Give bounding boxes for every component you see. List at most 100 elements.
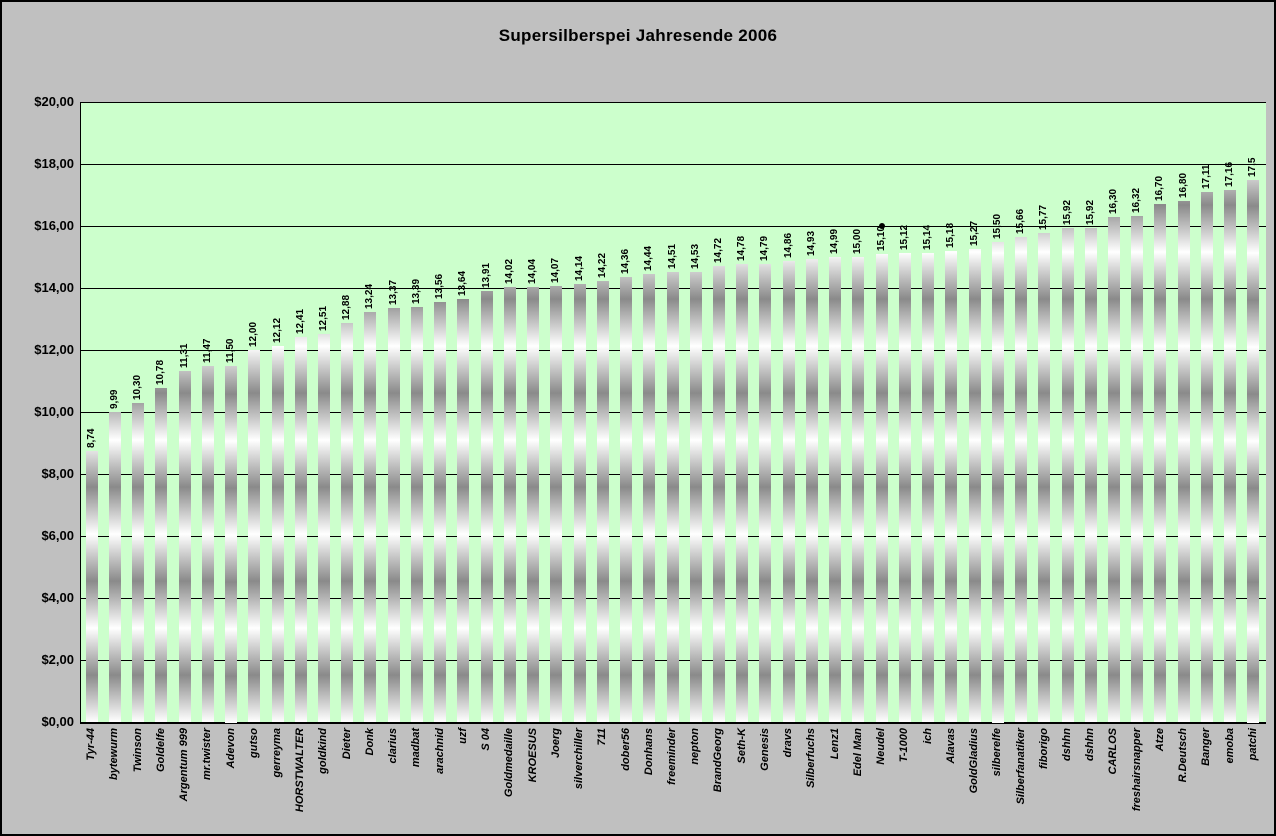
- bar-value-label: 13,91: [481, 262, 492, 288]
- bar-value-label: 14,86: [783, 232, 794, 258]
- bar-value-label: 15,50: [992, 213, 1003, 239]
- category-label: dshhn: [1061, 728, 1073, 761]
- bar: [945, 251, 957, 722]
- bar-value-label: 11,31: [179, 343, 190, 368]
- bar: [713, 266, 725, 722]
- category-label: arachnid: [434, 728, 446, 774]
- category-label: Atze: [1154, 728, 1166, 752]
- category-label: R.Deutsch: [1177, 728, 1189, 783]
- bar: [922, 253, 934, 722]
- bar: [550, 286, 562, 722]
- bar: [736, 264, 748, 722]
- bar-value-label: 15,00: [852, 228, 863, 254]
- bar-value-label: 14,14: [574, 255, 585, 281]
- bar: [643, 274, 655, 722]
- bar: [86, 451, 98, 722]
- bar: [481, 291, 493, 722]
- category-label: Silberfuchs: [805, 728, 817, 788]
- y-axis-label: $4,00: [41, 590, 74, 605]
- bar-value-label: 14,93: [806, 230, 817, 256]
- bar-value-label: 15,14: [922, 224, 933, 250]
- bar: [876, 254, 888, 722]
- category-label: mr.twister: [201, 728, 213, 780]
- bar-value-label: 17,11: [1201, 164, 1212, 189]
- category-label: gutso: [248, 728, 260, 758]
- category-label: BrandGeorg: [712, 728, 724, 793]
- bar-value-label: 10,78: [155, 359, 166, 385]
- category-label: goldkind: [317, 728, 329, 774]
- category-label: freshairsnapper: [1131, 728, 1143, 812]
- bar: [179, 371, 191, 722]
- bar: [992, 242, 1004, 723]
- bar: [852, 257, 864, 722]
- bar: [295, 337, 307, 722]
- bar-value-label: 16,80: [1178, 172, 1189, 198]
- bar: [1224, 190, 1236, 722]
- bar-value-label: 13,37: [388, 279, 399, 305]
- bar: [388, 308, 400, 722]
- bar-value-label: 14,78: [736, 235, 747, 261]
- category-label: ich: [922, 728, 934, 744]
- bar: [1038, 233, 1050, 722]
- bar-value-label: 12,41: [295, 308, 306, 334]
- category-label: KROESUS: [527, 728, 539, 783]
- bar: [248, 350, 260, 722]
- bar: [1247, 180, 1259, 723]
- bar: [1085, 228, 1097, 722]
- bar-value-label: 14,51: [667, 243, 678, 269]
- gridline: [81, 226, 1266, 227]
- category-label: uzf: [457, 728, 469, 744]
- bar-value-label: 12,88: [341, 294, 352, 320]
- bar-value-label: 14,36: [620, 248, 631, 274]
- y-axis-label: $2,00: [41, 652, 74, 667]
- y-axis-label: $18,00: [34, 156, 74, 171]
- category-label: S 04: [480, 728, 492, 751]
- category-label: clarius: [387, 728, 399, 764]
- bar-value-label: 11,47: [202, 338, 213, 363]
- category-label: T-1000: [898, 728, 910, 763]
- bar-value-label: 12,12: [272, 317, 283, 343]
- bar: [272, 346, 284, 722]
- bar-value-label: 14,44: [643, 245, 654, 271]
- category-label: silverchiller: [573, 728, 585, 790]
- bar-value-label: 14,72: [713, 237, 724, 263]
- bar-value-label: 10,30: [132, 374, 143, 400]
- bar-value-label: 13,39: [411, 278, 422, 304]
- category-label: fiborigo: [1038, 728, 1050, 769]
- bar: [759, 264, 771, 722]
- category-label: Adevon: [225, 728, 237, 769]
- category-label: Banger: [1200, 728, 1212, 766]
- bar: [783, 261, 795, 722]
- bar-value-label: 15,77: [1038, 204, 1049, 230]
- bar: [1178, 201, 1190, 722]
- category-label: patchi: [1247, 728, 1259, 761]
- category-label: Edel Man: [852, 728, 864, 777]
- category-label: bytewurm: [108, 728, 120, 780]
- category-label: HORSTWALTER: [294, 728, 306, 813]
- bar: [364, 312, 376, 722]
- bar-value-label: 15,27: [969, 220, 980, 246]
- category-label: silberelfe: [991, 728, 1003, 777]
- category-label: Goldmedaille: [503, 728, 515, 798]
- bar: [434, 302, 446, 722]
- bar-value-label: 12,51: [318, 305, 329, 331]
- category-label: Joerg: [550, 728, 562, 758]
- bar-value-label: 13,56: [434, 273, 445, 299]
- bar-value-label: 15,18: [945, 222, 956, 248]
- category-label: Twinson: [132, 728, 144, 773]
- category-label: nepton: [689, 728, 701, 765]
- bar-value-label: 15,12: [899, 224, 910, 250]
- bar: [690, 272, 702, 722]
- y-axis-label: $8,00: [41, 466, 74, 481]
- bar: [318, 334, 330, 722]
- gridline: [81, 102, 1266, 103]
- bar: [1015, 237, 1027, 722]
- bar-value-label: 14,22: [597, 252, 608, 278]
- bar-value-label: 14,02: [504, 258, 515, 284]
- bar-value-label: 14,04: [527, 258, 538, 284]
- category-label: 711: [596, 728, 608, 746]
- category-label: Goldelfe: [155, 728, 167, 773]
- bar-value-label: 16,32: [1131, 187, 1142, 213]
- bar: [504, 287, 516, 722]
- category-label: madbat: [410, 728, 422, 768]
